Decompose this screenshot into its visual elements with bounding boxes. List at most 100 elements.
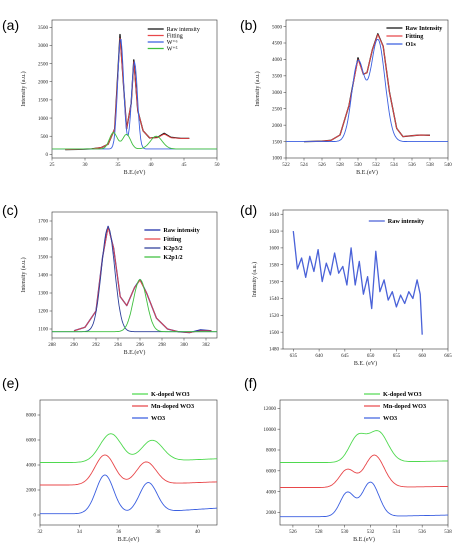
legend-entry: Fitting: [163, 236, 182, 243]
y-tick-label: 1600: [269, 247, 280, 252]
series-line: [280, 430, 449, 463]
plot-frame: [285, 19, 449, 159]
plot-frame: [51, 19, 218, 159]
x-tick-label: 538: [426, 163, 434, 168]
y-tick-label: 3000: [272, 91, 283, 96]
x-tick-label: 45: [182, 163, 188, 168]
series-line: [303, 34, 431, 143]
y-tick-label: 2500: [272, 107, 283, 112]
x-tick-label: 298: [158, 343, 166, 348]
x-tick-label: 645: [341, 354, 349, 359]
x-tick-label: 30: [83, 163, 89, 168]
x-tick-label: 296: [136, 343, 144, 348]
y-tick-label: 6000: [26, 439, 37, 444]
y-tick-label: 3000: [38, 44, 49, 49]
series-line: [52, 38, 217, 150]
y-tick-label: 1540: [269, 297, 280, 302]
x-tick-label: 32: [38, 530, 44, 535]
legend-entry: K-doped WO3: [151, 391, 190, 398]
y-tick-label: 2500: [38, 62, 49, 67]
legend-entry: W⁺⁶: [167, 39, 178, 46]
y-tick-label: 2000: [272, 124, 283, 129]
y-tick-label: 1100: [38, 328, 48, 333]
legend-entry: K2p3/2: [163, 245, 182, 252]
x-axis-label: B.E.(eV): [118, 536, 140, 543]
x-tick-label: 25: [50, 163, 56, 168]
x-tick-label: 35: [116, 163, 122, 168]
x-tick-label: 288: [48, 343, 56, 348]
y-tick-label: 0: [34, 514, 37, 519]
chart-panel-5: (e) 32 34 36 38 40 0 2000 4000 6000 8000 B.E.(eV) K-…: [2, 375, 218, 543]
y-axis-label: Intensity (a.u.): [20, 257, 27, 292]
y-tick-label: 8000: [266, 449, 277, 454]
x-tick-label: 655: [393, 354, 401, 359]
y-tick-label: 12000: [264, 407, 277, 412]
chart-panel-2: (b) 522 524 526 528 530 532 534 536 538 540 1000 150…: [240, 17, 452, 176]
series-line: [280, 454, 448, 488]
y-tick-label: 1640: [269, 213, 280, 218]
series-line: [52, 279, 217, 333]
y-tick-label: 1620: [269, 230, 280, 235]
y-tick-label: 1000: [272, 157, 283, 162]
y-tick-label: 4000: [266, 490, 277, 495]
y-axis-label: Intensity (a.u.): [251, 262, 258, 297]
x-tick-label: 532: [372, 163, 380, 168]
legend-entry: K-doped WO3: [383, 391, 422, 398]
x-tick-label: 522: [282, 163, 290, 168]
y-tick-label: 3500: [272, 75, 283, 80]
series-line: [286, 38, 448, 143]
x-tick-label: 650: [367, 354, 375, 359]
x-axis-label: B.E.(eV): [353, 536, 375, 543]
legend-entry: WO3: [151, 415, 165, 422]
y-tick-label: 0: [46, 153, 49, 158]
x-tick-label: 534: [390, 163, 398, 168]
series-line: [303, 33, 431, 143]
chart-panel-3: (c) 288 290 292 294 296 298 300 302 1100 1200 1300 1…: [2, 202, 218, 356]
y-tick-label: 1500: [38, 256, 49, 261]
y-tick-label: 3500: [38, 26, 49, 31]
panel-label: (a): [2, 17, 19, 33]
y-tick-label: 1000: [38, 117, 49, 122]
series-line: [40, 474, 218, 515]
series-line: [280, 481, 448, 518]
x-tick-label: 294: [114, 343, 122, 348]
x-tick-label: 40: [149, 163, 155, 168]
chart-panel-6: (f) 526 528 530 532 534 536 538 2000 4000 6000 8000…: [244, 375, 452, 543]
x-tick-label: 36: [116, 530, 122, 535]
x-axis-label: B.E.(eV): [356, 169, 378, 176]
x-tick-label: 40: [195, 530, 201, 535]
series-line: [292, 231, 423, 335]
y-tick-label: 1400: [38, 274, 49, 279]
y-tick-label: 1300: [38, 292, 49, 297]
x-tick-label: 528: [315, 530, 323, 535]
legend-entry: Raw intensity: [163, 227, 200, 234]
y-tick-label: 10000: [264, 428, 277, 433]
panel-label: (c): [2, 202, 18, 218]
y-tick-label: 500: [41, 135, 49, 140]
x-axis-label: B.E.(eV): [124, 169, 146, 176]
legend-entry: Mn-doped WO3: [151, 403, 194, 410]
chart-panel-1: (a)25 30 35 40 45 500500100015002000250030003…: [2, 17, 220, 176]
plot-frame: [282, 209, 449, 350]
y-tick-label: 2000: [266, 511, 277, 516]
y-tick-label: 1700: [38, 220, 49, 225]
legend-entry: Mn-doped WO3: [383, 403, 426, 410]
x-tick-label: 530: [354, 163, 362, 168]
y-tick-label: 2000: [38, 80, 49, 85]
y-tick-label: 1520: [269, 314, 280, 319]
y-tick-label: 4500: [272, 42, 283, 47]
x-tick-label: 290: [70, 343, 78, 348]
x-tick-label: 640: [315, 354, 323, 359]
x-tick-label: 292: [92, 343, 100, 348]
legend-entry: Raw Intensity: [405, 25, 443, 32]
y-tick-label: 5000: [272, 25, 283, 30]
y-tick-label: 1480: [269, 348, 280, 353]
x-tick-label: 540: [444, 163, 452, 168]
y-tick-label: 1500: [269, 331, 280, 336]
x-tick-label: 526: [289, 530, 297, 535]
x-tick-label: 665: [444, 354, 452, 359]
chart-panel-4: (d) 635 640 645 650 655 660 665 1480 1500 1520 1540…: [240, 202, 452, 367]
y-tick-label: 2000: [26, 489, 37, 494]
panel-label: (b): [240, 17, 257, 33]
